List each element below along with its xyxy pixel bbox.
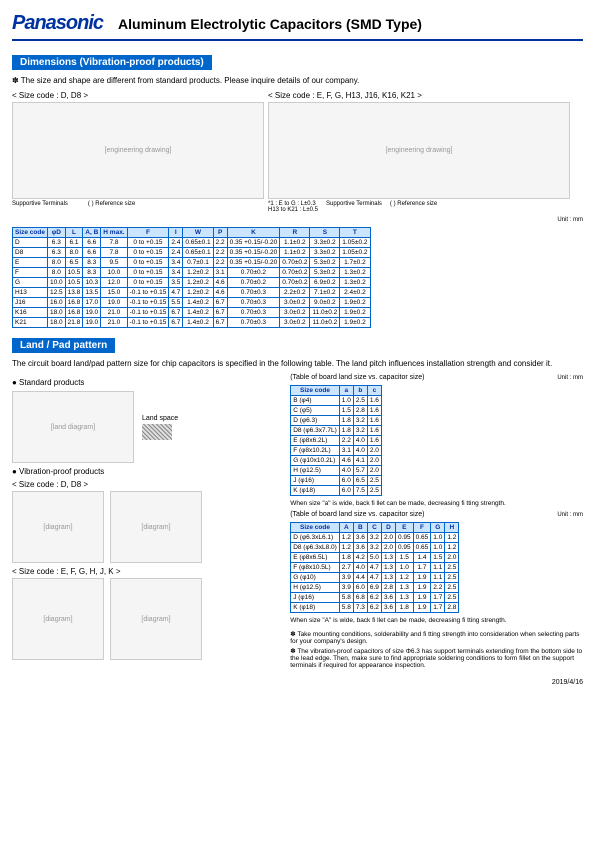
col-header: L bbox=[65, 228, 83, 238]
diagram-d-d8: [engineering drawing] bbox=[12, 102, 264, 199]
table-row: D (φ6.3xL6.1)1.23.63.22.00.950.651.01.2 bbox=[291, 533, 459, 543]
table-row: K (φ18)5.87.36.23.61.81.91.72.8 bbox=[291, 603, 459, 613]
table2-unit: Unit : mm bbox=[557, 375, 583, 381]
table-row: D86.38.06.67.80 to +0.152.40.65±0.12.20.… bbox=[13, 248, 371, 258]
diagram-row: < Size code : D, D8 > [engineering drawi… bbox=[12, 91, 583, 213]
vib-size-e: < Size code : E, F, G, H, J, K > bbox=[12, 567, 278, 576]
col-header: H bbox=[445, 523, 459, 533]
table-row: D8 (φ6.3x7.7L)1.83.21.6 bbox=[291, 426, 382, 436]
col-header: H max. bbox=[101, 228, 127, 238]
table-row: G (φ10)3.94.44.71.31.21.91.12.5 bbox=[291, 573, 459, 583]
table-row: K1618.016.819.021.0-0.1 to +0.156.71.4±0… bbox=[13, 308, 371, 318]
col-header: E bbox=[395, 523, 413, 533]
table-row: D6.36.16.67.80 to +0.152.40.65±0.12.20.3… bbox=[13, 238, 371, 248]
dimensions-table: Size codeφDLA, BH max.FIWPKRSTD6.36.16.6… bbox=[12, 227, 371, 328]
col-header: D bbox=[381, 523, 395, 533]
header: Panasonic Aluminum Electrolytic Capacito… bbox=[12, 12, 583, 41]
table2-caption: (Table of board land size vs. capacitor … bbox=[290, 374, 424, 381]
vib-d-diagram-1: [diagram] bbox=[12, 491, 104, 563]
supportive-label-1: Supportive Terminals bbox=[12, 201, 68, 207]
dimensions-note: ✽ The size and shape are different from … bbox=[12, 76, 583, 85]
size-label-right: < Size code : E, F, G, H13, J16, K16, K2… bbox=[268, 91, 583, 100]
table-row: J1616.016.817.019.0-0.1 to +0.155.51.4±0… bbox=[13, 298, 371, 308]
table-row: F8.010.58.310.00 to +0.153.41.2±0.23.10.… bbox=[13, 268, 371, 278]
table-row: G10.010.510.312.00 to +0.153.51.2±0.24.6… bbox=[13, 278, 371, 288]
vib-size-d: < Size code : D, D8 > bbox=[12, 480, 278, 489]
table-row: E8.06.58.39.50 to +0.153.40.7±0.12.20.35… bbox=[13, 258, 371, 268]
table-row: J (φ16)6.06.52.5 bbox=[291, 476, 382, 486]
standard-products-label: ● Standard products bbox=[12, 378, 278, 387]
table-row: F (φ8x10.2L)3.14.02.0 bbox=[291, 446, 382, 456]
ref-size-2: ( ) Reference size bbox=[390, 201, 437, 213]
col-header: Size code bbox=[291, 386, 340, 396]
col-header: Size code bbox=[291, 523, 340, 533]
col-header: W bbox=[183, 228, 213, 238]
land-size-table-2: Size codeABCDEFGHD (φ6.3xL6.1)1.23.63.22… bbox=[290, 522, 459, 613]
ref-size-1: ( ) Reference size bbox=[88, 201, 135, 207]
col-header: a bbox=[339, 386, 353, 396]
vib-e-diagram-1: [diagram] bbox=[12, 578, 104, 660]
table-row: D8 (φ6.3xL8.0)1.23.63.22.00.950.651.01.2 bbox=[291, 543, 459, 553]
table-row: G (φ10x10.2L)4.64.12.0 bbox=[291, 456, 382, 466]
col-header: B bbox=[353, 523, 367, 533]
endnote-1: ✽ Take mounting conditions, solderabilit… bbox=[290, 630, 583, 645]
diagram-efg: [engineering drawing] bbox=[268, 102, 570, 199]
table-row: C (φ5)1.52.81.6 bbox=[291, 406, 382, 416]
table3-unit: Unit : mm bbox=[557, 512, 583, 518]
table-row: E (φ8x6.2L)2.24.01.6 bbox=[291, 436, 382, 446]
footer-date: 2019/4/16 bbox=[12, 679, 583, 686]
table-row: B (φ4)1.02.51.6 bbox=[291, 396, 382, 406]
table-row: K (φ18)6.07.52.5 bbox=[291, 486, 382, 496]
table-row: E (φ8x6.5L)1.84.25.01.31.51.41.52.0 bbox=[291, 553, 459, 563]
land-space-swatch bbox=[142, 424, 172, 440]
table3-footnote: When size "A" is wide, back fi llet can … bbox=[290, 617, 583, 624]
col-header: b bbox=[353, 386, 367, 396]
note-h13: H13 to K21 : L±0.5 bbox=[268, 207, 318, 213]
land-size-table-1: Size codeabcB (φ4)1.02.51.6C (φ5)1.52.81… bbox=[290, 385, 382, 496]
section-land-pad: Land / Pad pattern bbox=[12, 338, 115, 353]
table-row: K2118.021.819.021.0-0.1 to +0.156.71.4±0… bbox=[13, 318, 371, 328]
standard-land-diagram: [land diagram] bbox=[12, 391, 134, 463]
col-header: c bbox=[367, 386, 381, 396]
supportive-label-2: Supportive Terminals bbox=[326, 201, 382, 213]
col-header: C bbox=[367, 523, 381, 533]
table-row: D (φ6.3)1.83.21.6 bbox=[291, 416, 382, 426]
col-header: T bbox=[340, 228, 370, 238]
vib-d-diagram-2: [diagram] bbox=[110, 491, 202, 563]
page-title: Aluminum Electrolytic Capacitors (SMD Ty… bbox=[118, 16, 422, 32]
table-row: F (φ8x10.5L)2.74.04.71.31.01.71.12.5 bbox=[291, 563, 459, 573]
endnote-2: ✽ The vibration-proof capacitors of size… bbox=[290, 647, 583, 669]
col-header: F bbox=[127, 228, 169, 238]
table-row: H1312.513.813.515.0-0.1 to +0.154.71.2±0… bbox=[13, 288, 371, 298]
col-header: A, B bbox=[83, 228, 101, 238]
col-header: F bbox=[413, 523, 431, 533]
land-pad-desc: The circuit board land/pad pattern size … bbox=[12, 359, 583, 368]
size-label-left: < Size code : D, D8 > bbox=[12, 91, 264, 100]
col-header: φD bbox=[47, 228, 65, 238]
col-header: K bbox=[227, 228, 280, 238]
col-header: A bbox=[339, 523, 353, 533]
col-header: Size code bbox=[13, 228, 48, 238]
table2-footnote: When size "a" is wide, back fi llet can … bbox=[290, 500, 583, 507]
col-header: P bbox=[213, 228, 227, 238]
col-header: S bbox=[310, 228, 340, 238]
table-row: H (φ12.5)4.05.72.0 bbox=[291, 466, 382, 476]
land-space-label: Land space bbox=[142, 415, 178, 422]
unit-label-1: Unit : mm bbox=[12, 217, 583, 223]
col-header: R bbox=[280, 228, 310, 238]
vib-e-diagram-2: [diagram] bbox=[110, 578, 202, 660]
table-row: J (φ16)5.86.86.23.61.31.91.72.5 bbox=[291, 593, 459, 603]
logo: Panasonic bbox=[12, 12, 103, 35]
section-dimensions: Dimensions (Vibration-proof products) bbox=[12, 55, 212, 70]
table-row: H (φ12.5)3.96.06.92.81.31.92.22.5 bbox=[291, 583, 459, 593]
vibration-products-label: ● Vibration-proof products bbox=[12, 467, 278, 476]
col-header: I bbox=[169, 228, 183, 238]
table3-caption: (Table of board land size vs. capacitor … bbox=[290, 511, 424, 518]
col-header: G bbox=[431, 523, 445, 533]
